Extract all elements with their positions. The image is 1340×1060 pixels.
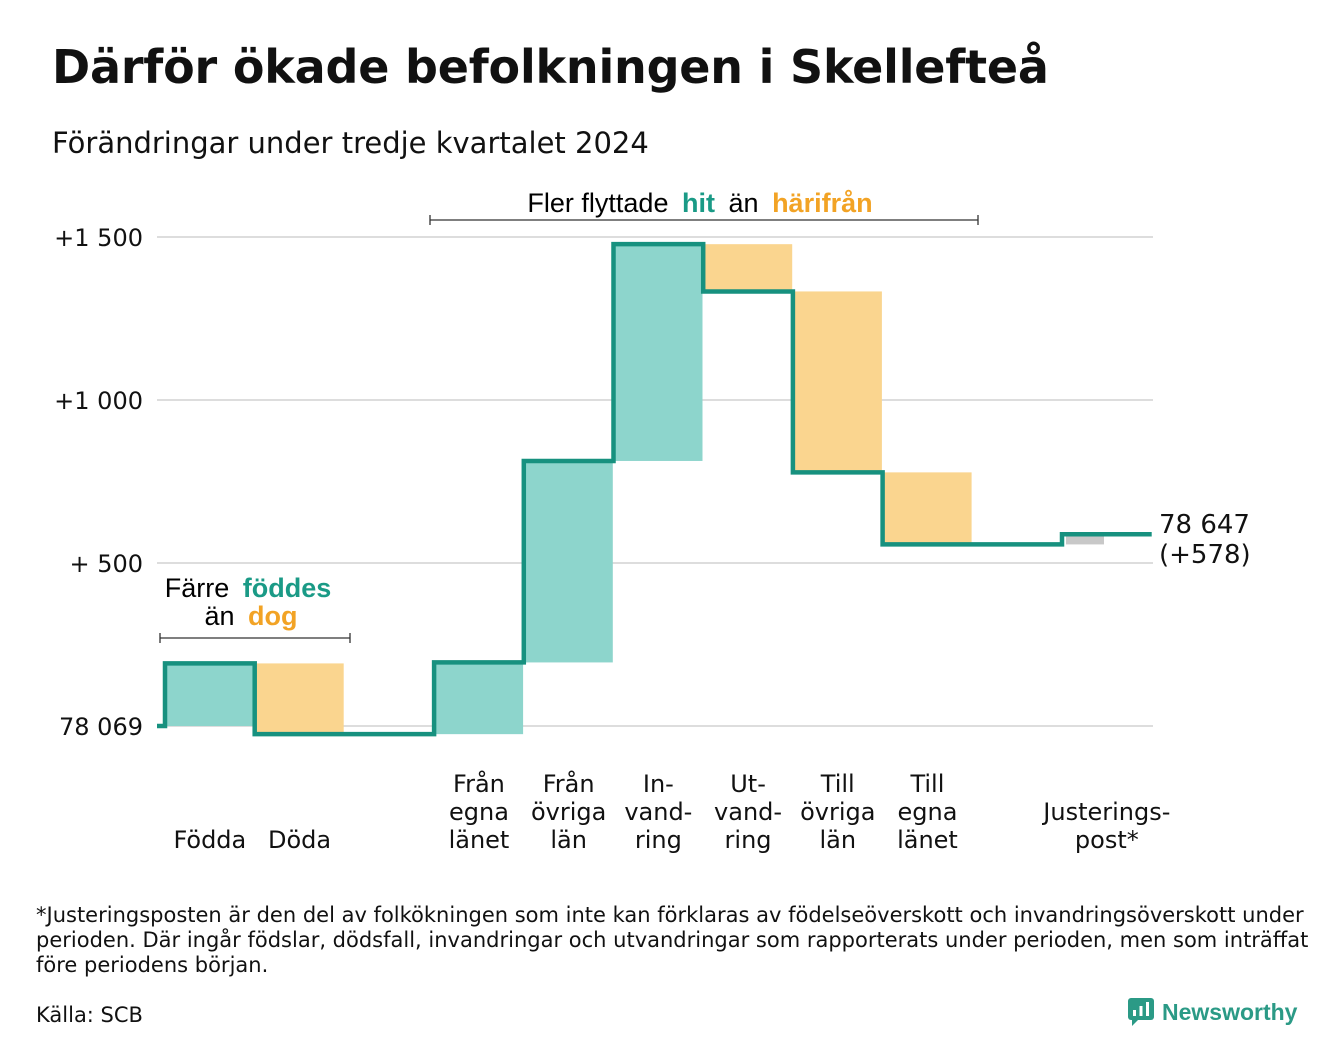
annotation-an: än bbox=[204, 601, 234, 631]
svg-text:Fler flyttade hit: Fler flyttade hit än härifrån bbox=[527, 188, 872, 218]
bar-1 bbox=[254, 663, 344, 735]
bar-4 bbox=[523, 460, 613, 663]
category-label-3-0: Från bbox=[453, 769, 505, 798]
category-label-8-0: Till bbox=[909, 770, 944, 798]
migration-annotation: Fler flyttade hit än härifrån bbox=[429, 188, 979, 225]
chart-subtitle: Förändringar under tredje kvartalet 2024 bbox=[52, 126, 649, 160]
category-label-6-0: Ut- bbox=[730, 770, 766, 798]
y-tick-label-1: + 500 bbox=[69, 550, 143, 578]
category-label-4-2: län bbox=[550, 826, 587, 854]
y-tick-label-2: +1 000 bbox=[54, 387, 143, 415]
category-label-7-0: Till bbox=[820, 770, 855, 798]
bar-5 bbox=[613, 244, 703, 461]
brand-name: Newsworthy bbox=[1162, 998, 1298, 1025]
category-label-10-0: Justerings- bbox=[1041, 798, 1170, 826]
annotation-an-2: än bbox=[729, 188, 759, 218]
bar-10 bbox=[1066, 534, 1104, 545]
annotation-fler-flyttade: Fler flyttade bbox=[527, 188, 668, 218]
newsworthy-logo-icon bbox=[1128, 998, 1154, 1026]
category-labels: Födda DödaFrånegnalänetFrånövrigalänIn-va… bbox=[173, 769, 1170, 854]
bar-3 bbox=[434, 662, 524, 735]
bar-7 bbox=[792, 291, 882, 473]
chart-title: Därför ökade befolkningen i Skellefteå bbox=[52, 40, 1049, 94]
footnote: *Justeringsposten är den del av folkökni… bbox=[36, 903, 1309, 977]
category-label-3-2: länet bbox=[449, 826, 510, 854]
bars bbox=[165, 244, 1104, 735]
category-label-4-1: övriga bbox=[531, 798, 606, 826]
annotation-hit: hit bbox=[682, 188, 715, 218]
y-tick-label-0: 78 069 bbox=[59, 713, 143, 741]
category-label-10-1: post* bbox=[1075, 826, 1139, 854]
birth-death-annotation: Färre föddes än dog bbox=[159, 573, 351, 643]
bar-8 bbox=[882, 472, 972, 545]
end-change-label: (+578) bbox=[1159, 540, 1251, 570]
end-value-label: 78 647 bbox=[1159, 510, 1250, 540]
annotation-dog: dog bbox=[248, 601, 297, 631]
category-label-5-0: In- bbox=[643, 770, 674, 798]
y-tick-labels: 78 069 + 500 +1 000 +1 500 bbox=[54, 224, 143, 741]
category-label-3-1: egna bbox=[449, 798, 509, 826]
cumulative-step-line bbox=[157, 241, 1152, 737]
category-label-7-2: län bbox=[819, 826, 856, 854]
category-label-7-1: övriga bbox=[800, 798, 875, 826]
annotation-farre: Färre bbox=[165, 573, 230, 603]
category-label-8-1: egna bbox=[897, 798, 957, 826]
category-label-6-1: vand- bbox=[714, 798, 782, 826]
category-label-5-1: vand- bbox=[624, 798, 692, 826]
svg-text:Färre föddes: Färre föddes bbox=[165, 573, 332, 603]
brand-logo: Newsworthy bbox=[1128, 998, 1297, 1026]
bar-6 bbox=[703, 244, 793, 292]
annotation-harifran: härifrån bbox=[772, 188, 873, 218]
category-label-6-2: ring bbox=[725, 826, 772, 854]
category-label-8-2: länet bbox=[897, 826, 958, 854]
category-label-0-0: Födda bbox=[173, 826, 246, 854]
bar-0 bbox=[165, 663, 254, 726]
source-credit: Källa: SCB bbox=[36, 1003, 143, 1027]
category-label-5-2: ring bbox=[635, 826, 682, 854]
category-label-4-0: Från bbox=[543, 769, 595, 798]
annotation-foddes: föddes bbox=[243, 573, 332, 603]
waterfall-chart: 78 069+ 500+1 000+1 500 Födda DödaFrånegn… bbox=[54, 188, 1251, 854]
svg-text:än dog: än dog bbox=[204, 601, 297, 631]
y-tick-label-3: +1 500 bbox=[54, 224, 143, 252]
category-label-1-0: Döda bbox=[268, 826, 331, 854]
